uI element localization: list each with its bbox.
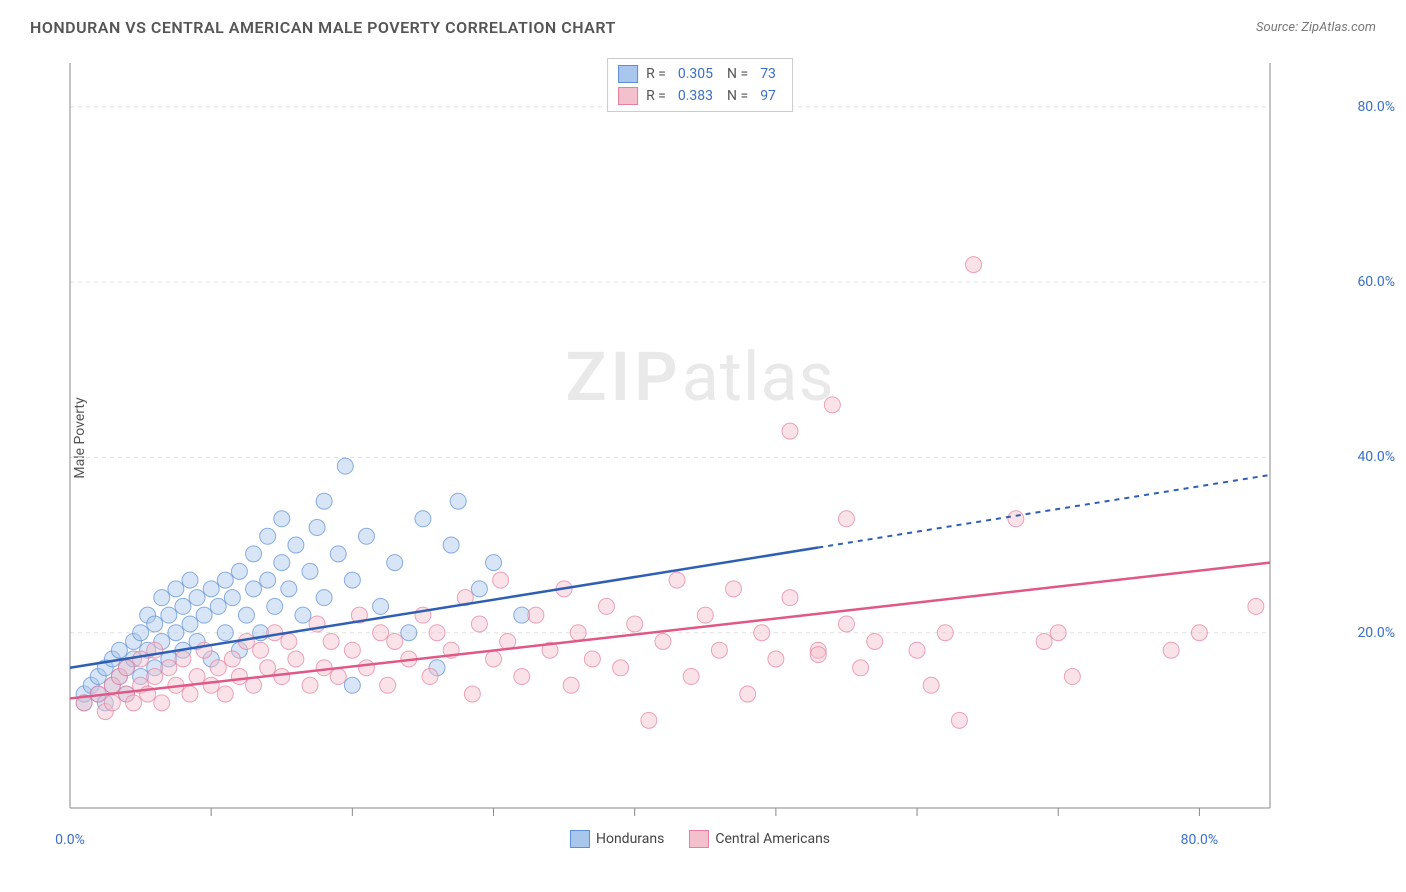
legend-item-central-americans: Central Americans [689, 830, 830, 848]
correlation-legend: R =0.305 N =73 R =0.383 N =97 [607, 58, 793, 112]
legend-row-hondurans: R =0.305 N =73 [618, 63, 782, 85]
chart-area: Male Poverty ZIPatlas R =0.305 N =73 R =… [60, 58, 1340, 818]
legend-row-central-americans: R =0.383 N =97 [618, 85, 782, 107]
source-attribution: Source: ZipAtlas.com [1256, 20, 1376, 35]
y-tick-label: 60.0% [1357, 274, 1395, 290]
y-tick-label: 20.0% [1357, 625, 1395, 641]
y-tick-label: 80.0% [1357, 99, 1395, 115]
series-legend: Hondurans Central Americans [570, 830, 830, 848]
scatter-plot [60, 58, 1340, 818]
x-tick-label: 0.0% [55, 832, 85, 848]
x-tick-label: 80.0% [1181, 832, 1219, 848]
y-tick-label: 40.0% [1357, 449, 1395, 465]
chart-title: HONDURAN VS CENTRAL AMERICAN MALE POVERT… [30, 18, 616, 37]
legend-item-hondurans: Hondurans [570, 830, 664, 848]
